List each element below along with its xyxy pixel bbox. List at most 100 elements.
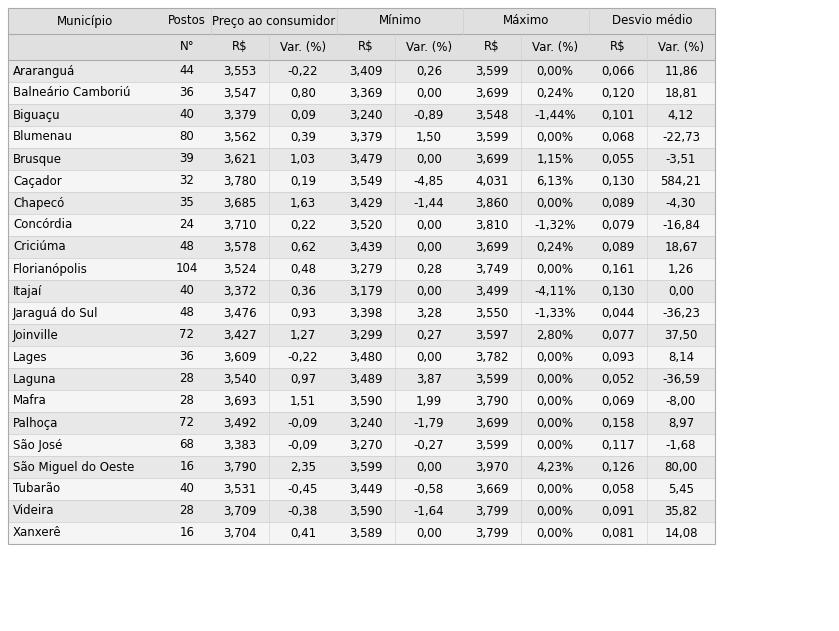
Bar xyxy=(163,214,211,236)
Bar xyxy=(163,324,211,346)
Bar xyxy=(163,522,211,544)
Bar xyxy=(269,412,337,434)
Bar xyxy=(211,192,269,214)
Text: 3,699: 3,699 xyxy=(475,416,508,430)
Bar xyxy=(647,456,715,478)
Text: 0,091: 0,091 xyxy=(602,505,635,517)
Text: 3,799: 3,799 xyxy=(475,526,508,540)
Text: 1,26: 1,26 xyxy=(668,262,694,276)
Bar xyxy=(337,8,463,34)
Bar xyxy=(211,434,269,456)
Bar xyxy=(589,434,647,456)
Bar xyxy=(269,192,337,214)
Bar xyxy=(589,478,647,500)
Bar xyxy=(589,82,647,104)
Bar xyxy=(463,390,521,412)
Text: 0,26: 0,26 xyxy=(416,64,442,78)
Bar xyxy=(647,60,715,82)
Text: Concórdia: Concórdia xyxy=(13,218,72,232)
Bar xyxy=(647,236,715,258)
Bar xyxy=(395,302,463,324)
Text: 3,439: 3,439 xyxy=(349,240,383,254)
Text: 3,621: 3,621 xyxy=(223,153,257,165)
Bar xyxy=(211,258,269,280)
Text: 3,28: 3,28 xyxy=(416,307,442,319)
Text: 3,240: 3,240 xyxy=(349,416,383,430)
Text: 3,270: 3,270 xyxy=(349,439,383,452)
Bar xyxy=(337,302,395,324)
Bar xyxy=(521,82,589,104)
Bar xyxy=(8,390,163,412)
Bar xyxy=(163,412,211,434)
Bar xyxy=(589,126,647,148)
Bar xyxy=(589,104,647,126)
Bar xyxy=(647,434,715,456)
Text: Jaraguá do Sul: Jaraguá do Sul xyxy=(13,307,98,319)
Text: 3,480: 3,480 xyxy=(349,350,383,363)
Bar xyxy=(163,60,211,82)
Text: 24: 24 xyxy=(180,218,195,232)
Bar xyxy=(337,368,395,390)
Bar xyxy=(647,346,715,368)
Text: 40: 40 xyxy=(180,109,195,122)
Text: 0,00%: 0,00% xyxy=(536,416,574,430)
Text: 3,479: 3,479 xyxy=(349,153,383,165)
Bar xyxy=(8,8,163,34)
Text: 35,82: 35,82 xyxy=(664,505,698,517)
Text: 36: 36 xyxy=(180,350,195,363)
Text: Var. (%): Var. (%) xyxy=(658,40,704,54)
Text: 0,19: 0,19 xyxy=(290,175,316,187)
Text: 0,00: 0,00 xyxy=(416,153,442,165)
Bar xyxy=(337,34,395,60)
Bar xyxy=(163,456,211,478)
Bar xyxy=(463,500,521,522)
Bar xyxy=(395,148,463,170)
Bar xyxy=(337,170,395,192)
Text: 0,120: 0,120 xyxy=(602,86,635,100)
Text: 16: 16 xyxy=(180,526,195,540)
Text: 3,780: 3,780 xyxy=(223,175,257,187)
Bar xyxy=(647,368,715,390)
Text: -4,85: -4,85 xyxy=(414,175,444,187)
Text: 18,67: 18,67 xyxy=(664,240,698,254)
Text: 0,066: 0,066 xyxy=(602,64,635,78)
Text: 0,126: 0,126 xyxy=(602,461,635,473)
Text: 0,41: 0,41 xyxy=(290,526,316,540)
Bar xyxy=(163,478,211,500)
Bar xyxy=(395,324,463,346)
Text: Florianópolis: Florianópolis xyxy=(13,262,88,276)
Text: 3,597: 3,597 xyxy=(475,329,508,341)
Bar xyxy=(463,8,589,34)
Text: 3,299: 3,299 xyxy=(349,329,383,341)
Text: 3,699: 3,699 xyxy=(475,240,508,254)
Bar xyxy=(269,148,337,170)
Bar xyxy=(395,258,463,280)
Text: -4,30: -4,30 xyxy=(666,196,696,209)
Bar xyxy=(589,60,647,82)
Text: Caçador: Caçador xyxy=(13,175,62,187)
Bar xyxy=(8,280,163,302)
Text: 3,704: 3,704 xyxy=(223,526,257,540)
Bar xyxy=(521,302,589,324)
Bar xyxy=(8,34,163,60)
Text: 0,00: 0,00 xyxy=(416,350,442,363)
Bar xyxy=(163,258,211,280)
Bar xyxy=(521,34,589,60)
Text: 3,589: 3,589 xyxy=(349,526,383,540)
Text: 3,531: 3,531 xyxy=(223,483,257,495)
Bar xyxy=(8,478,163,500)
Text: Criciúma: Criciúma xyxy=(13,240,65,254)
Bar xyxy=(269,302,337,324)
Text: 0,00: 0,00 xyxy=(416,526,442,540)
Bar xyxy=(8,192,163,214)
Bar xyxy=(521,522,589,544)
Bar xyxy=(337,478,395,500)
Text: 80,00: 80,00 xyxy=(664,461,697,473)
Bar xyxy=(211,390,269,412)
Bar xyxy=(211,214,269,236)
Bar xyxy=(8,214,163,236)
Bar xyxy=(463,214,521,236)
Text: 3,669: 3,669 xyxy=(475,483,508,495)
Text: -4,11%: -4,11% xyxy=(534,285,576,297)
Bar xyxy=(463,324,521,346)
